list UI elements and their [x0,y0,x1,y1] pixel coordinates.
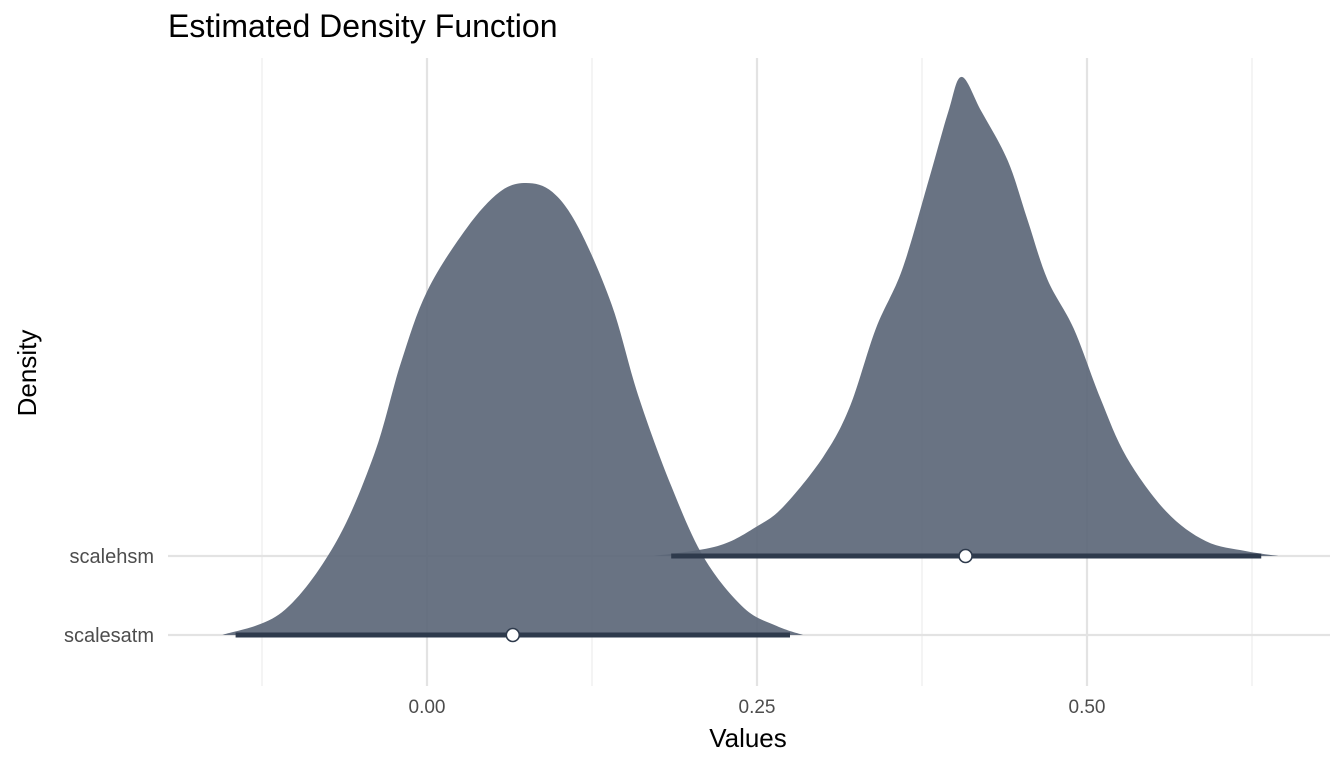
median-point-scalesatm [505,627,521,643]
density-ridge-scalehsm [654,76,1279,556]
y-axis-ticks: scalesatm scalehsm [64,546,154,647]
chart-title: Estimated Density Function [168,8,558,44]
interval-layer [235,548,1262,643]
x-axis-title: Values [709,723,787,753]
x-tick-label: 0.25 [739,697,776,718]
median-point-scalehsm [958,548,973,564]
density-ridge-scalesatm [222,183,804,635]
y-tick-label: scalehsm [70,546,154,568]
y-tick-label: scalesatm [64,625,154,647]
density-ridges [222,76,1279,635]
x-tick-label: 0.50 [1069,697,1106,718]
x-tick-label: 0.00 [409,697,446,718]
x-axis-ticks: 0.00 0.25 0.50 [409,697,1106,718]
y-axis-title: Density [12,330,42,417]
